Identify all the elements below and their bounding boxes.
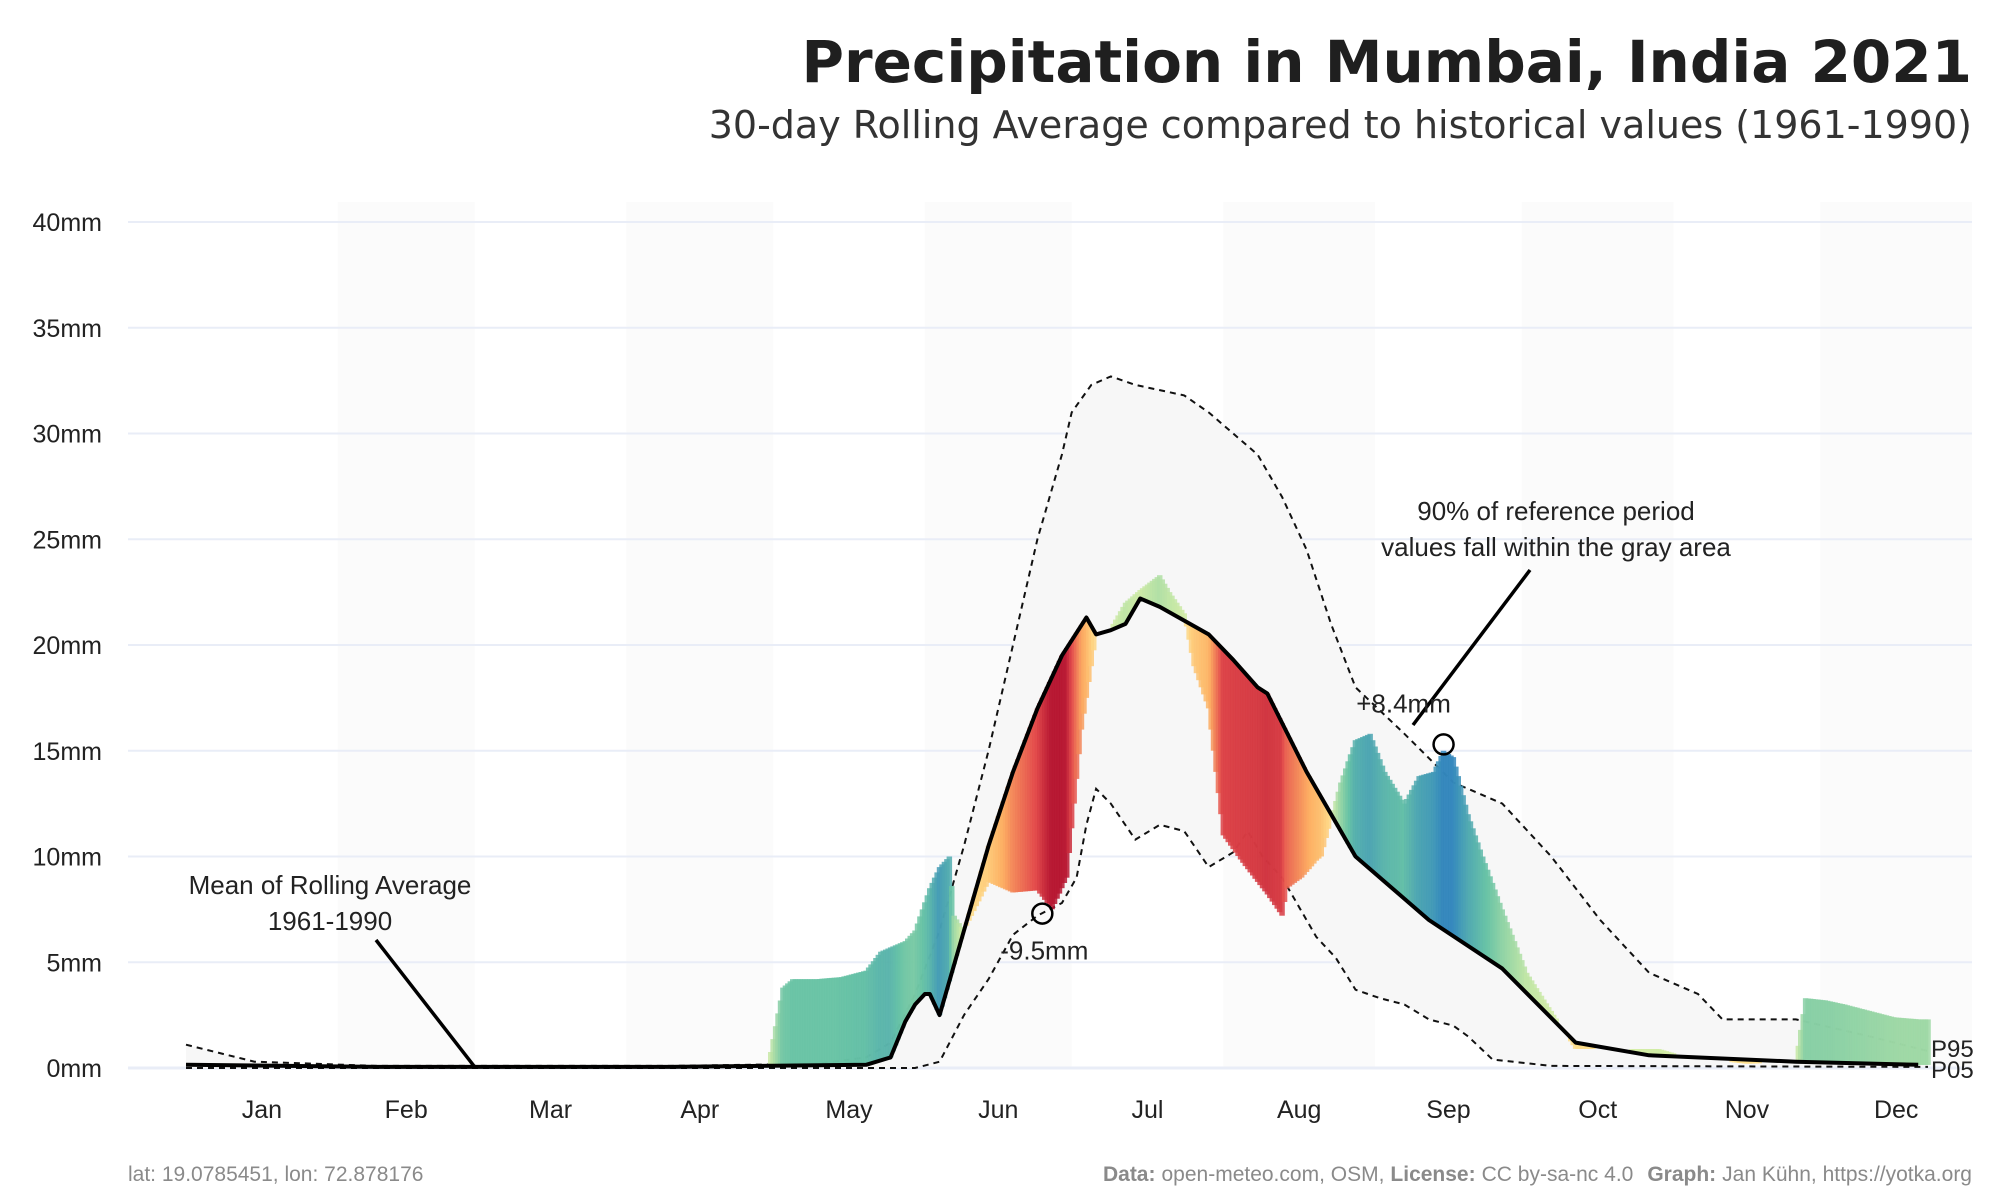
y-tick-label: 40mm: [33, 209, 102, 237]
coordinates-text: lat: 19.0785451, lon: 72.878176: [128, 1163, 423, 1186]
band-annotation-text: 90% of reference period: [1417, 496, 1695, 526]
max-anomaly-label: +8.4mm: [1356, 688, 1451, 718]
p05-line: [186, 786, 1929, 1069]
band-annotation-text: values fall within the gray area: [1381, 532, 1731, 562]
license-value: CC by-sa-nc 4.0: [1482, 1163, 1634, 1186]
x-tick-label: Jan: [242, 1096, 282, 1124]
x-tick-label: May: [825, 1096, 873, 1124]
graph-value: Jan Kühn, https://yotka.org: [1722, 1163, 1972, 1186]
anomaly-bar-above: [1925, 1019, 1931, 1065]
min-anomaly-label: -9.5mm: [1000, 936, 1088, 966]
x-tick-label: Dec: [1874, 1096, 1918, 1124]
x-tick-label: Sep: [1426, 1096, 1470, 1124]
x-tick-label: Nov: [1725, 1096, 1770, 1124]
y-tick-label: 20mm: [33, 632, 102, 660]
y-tick-label: 0mm: [46, 1055, 102, 1083]
x-axis: Jan Feb Mar Apr May Jun Jul Aug Sep Oct Nov Dec: [242, 1096, 1919, 1124]
mean-annotation-leader: [374, 938, 477, 1069]
x-tick-label: Jun: [978, 1096, 1018, 1124]
month-shade: [337, 202, 475, 1068]
mean-annotation-text: 1961-1990: [268, 906, 392, 936]
x-tick-label: Aug: [1277, 1096, 1321, 1124]
y-tick-label: 25mm: [33, 526, 102, 554]
max-anomaly-marker: [1432, 733, 1455, 756]
x-tick-label: Jul: [1132, 1096, 1164, 1124]
data-value: open-meteo.com, OSM,: [1161, 1163, 1384, 1186]
y-tick-label: 10mm: [33, 844, 102, 872]
annotations: Mean of Rolling Average 1961-1990 90% of r…: [189, 496, 1974, 1084]
anomaly-bar-above: [1181, 613, 1187, 621]
y-tick-label: 5mm: [46, 949, 102, 977]
credits-text: Data: open-meteo.com, OSM, License: CC by-s…: [1103, 1163, 1972, 1186]
p95-end-label: P95: [1931, 1036, 1974, 1063]
x-tick-label: Apr: [680, 1096, 719, 1124]
anomaly-bar-above: [1548, 1010, 1554, 1018]
month-shade: [1820, 202, 1973, 1068]
y-axis: 0mm 5mm 10mm 15mm 20mm 25mm 30mm 35mm 40mm: [33, 209, 102, 1083]
mean-line: [185, 596, 1919, 1069]
x-tick-label: Mar: [529, 1096, 572, 1124]
x-tick-label: Oct: [1578, 1096, 1617, 1124]
data-label: Data:: [1103, 1163, 1156, 1186]
license-label: License:: [1390, 1163, 1475, 1186]
band-annotation-leader: [1411, 568, 1532, 727]
anomaly-bar-below: [1091, 630, 1097, 651]
graph-label: Graph:: [1647, 1163, 1716, 1186]
min-anomaly-marker: [1031, 902, 1054, 925]
y-tick-label: 15mm: [33, 738, 102, 766]
y-tick-label: 30mm: [33, 421, 102, 449]
mean-annotation-text: Mean of Rolling Average: [189, 870, 472, 900]
series-lines: [185, 596, 1919, 1069]
month-shade: [626, 202, 774, 1068]
x-tick-label: Feb: [385, 1096, 428, 1124]
chart-subtitle: 30-day Rolling Average compared to histo…: [709, 103, 1972, 147]
p05-end-label: P05: [1931, 1057, 1974, 1084]
y-tick-label: 35mm: [33, 315, 102, 343]
chart-title: Precipitation in Mumbai, India 2021: [801, 28, 1972, 96]
